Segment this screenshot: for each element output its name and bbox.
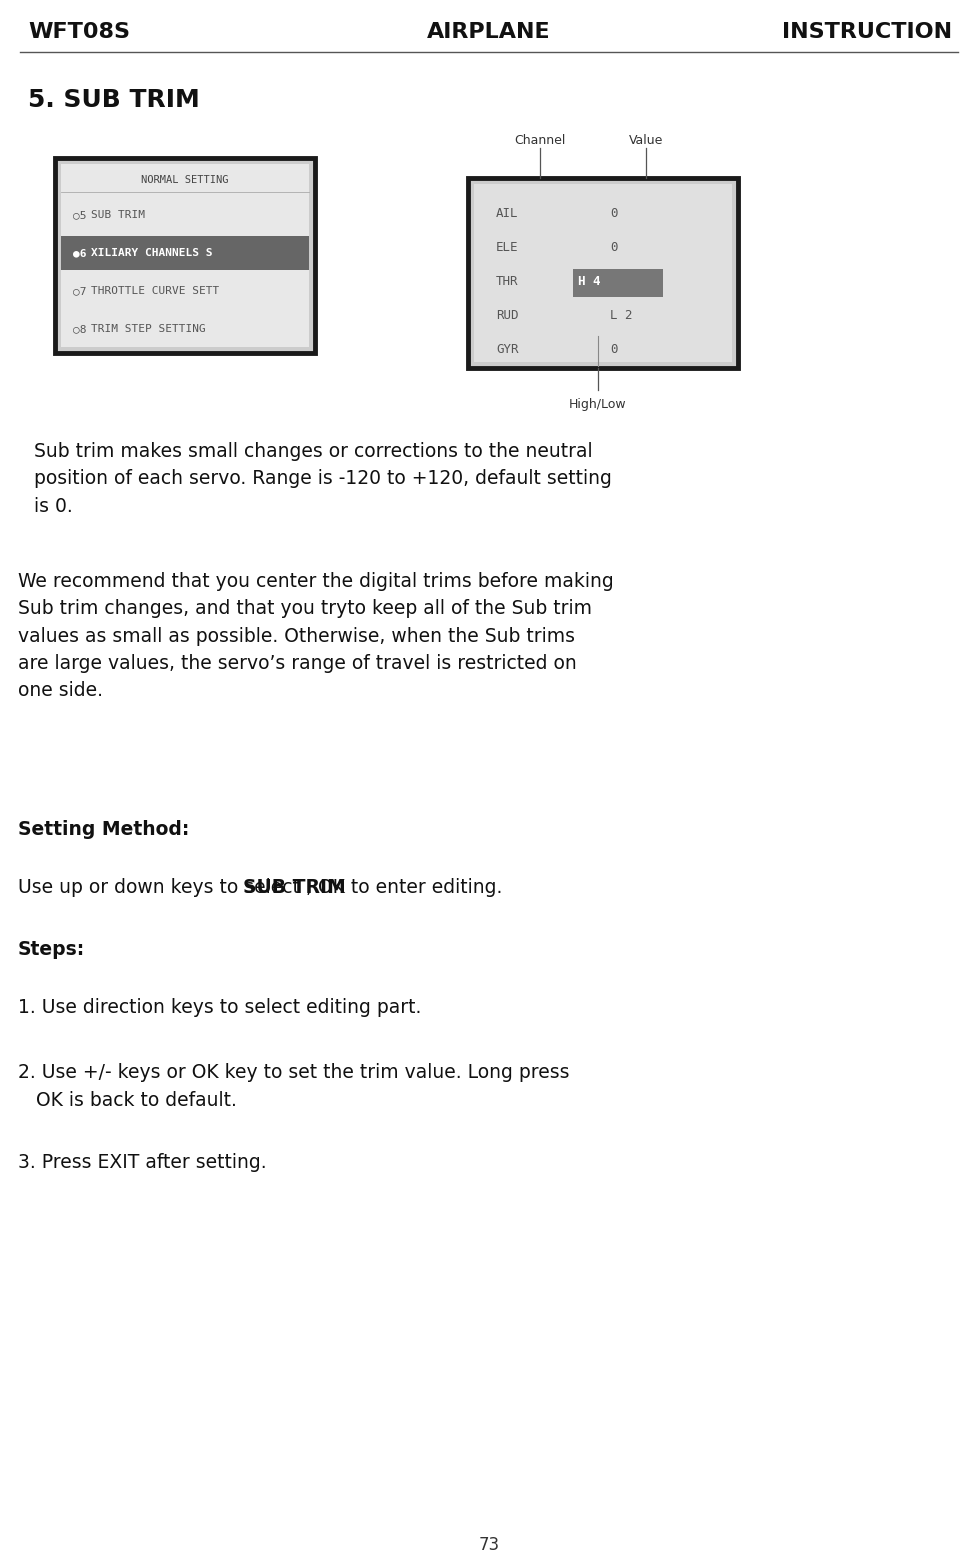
- Text: ELE: ELE: [495, 240, 518, 254]
- Text: 2. Use +/- keys or OK key to set the trim value. Long press: 2. Use +/- keys or OK key to set the tri…: [18, 1063, 569, 1082]
- Text: ●6: ●6: [73, 248, 86, 259]
- Bar: [61, 237, 309, 270]
- Text: RUD: RUD: [495, 309, 518, 321]
- Text: ○7: ○7: [73, 285, 86, 296]
- Bar: [474, 183, 731, 362]
- Text: L 2: L 2: [610, 309, 632, 321]
- Text: High/Low: High/Low: [569, 398, 626, 411]
- Text: ○8: ○8: [73, 325, 86, 334]
- Text: H 4: H 4: [577, 274, 600, 287]
- Text: , OK to enter editing.: , OK to enter editing.: [306, 878, 502, 897]
- Text: OK is back to default.: OK is back to default.: [18, 1091, 236, 1110]
- Text: 0: 0: [610, 207, 616, 220]
- Text: SUB TRIM: SUB TRIM: [242, 878, 346, 897]
- Text: XILIARY CHANNELS S: XILIARY CHANNELS S: [91, 248, 212, 259]
- Text: WFT08S: WFT08S: [28, 22, 130, 42]
- Text: Setting Method:: Setting Method:: [18, 820, 190, 839]
- Text: 73: 73: [478, 1537, 499, 1554]
- Text: 3. Press EXIT after setting.: 3. Press EXIT after setting.: [18, 1152, 267, 1171]
- Text: Sub trim makes small changes or corrections to the neutral
 position of each ser: Sub trim makes small changes or correcti…: [28, 442, 612, 516]
- Text: SUB TRIM: SUB TRIM: [91, 210, 145, 220]
- Bar: [61, 165, 309, 347]
- Text: Use up or down keys to select: Use up or down keys to select: [18, 878, 306, 897]
- Text: 5. SUB TRIM: 5. SUB TRIM: [28, 88, 199, 111]
- Text: AIRPLANE: AIRPLANE: [427, 22, 550, 42]
- Text: We recommend that you center the digital trims before making
Sub trim changes, a: We recommend that you center the digital…: [18, 572, 614, 699]
- Text: INSTRUCTION: INSTRUCTION: [781, 22, 951, 42]
- Text: 1. Use direction keys to select editing part.: 1. Use direction keys to select editing …: [18, 997, 421, 1018]
- Text: NORMAL SETTING: NORMAL SETTING: [141, 176, 229, 185]
- Bar: [573, 270, 662, 296]
- Text: GYR: GYR: [495, 342, 518, 356]
- Text: THR: THR: [495, 274, 518, 287]
- Bar: [55, 158, 315, 353]
- Text: TRIM STEP SETTING: TRIM STEP SETTING: [91, 325, 205, 334]
- Text: 0: 0: [610, 240, 616, 254]
- Text: AIL: AIL: [495, 207, 518, 220]
- Text: 0: 0: [610, 342, 616, 356]
- Text: ○5: ○5: [73, 210, 86, 220]
- Text: Steps:: Steps:: [18, 939, 85, 960]
- Bar: [468, 179, 738, 368]
- Text: Channel: Channel: [514, 133, 565, 147]
- Text: THROTTLE CURVE SETT: THROTTLE CURVE SETT: [91, 285, 219, 296]
- Text: Value: Value: [628, 133, 662, 147]
